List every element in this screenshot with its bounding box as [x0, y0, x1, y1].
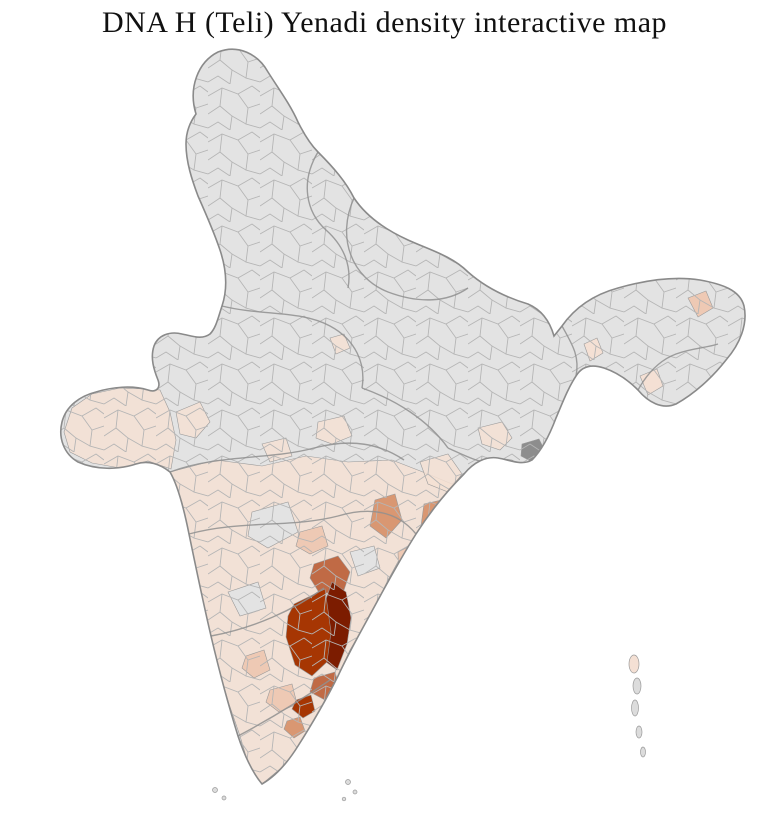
- page: DNA H (Teli) Yenadi density interactive …: [0, 6, 769, 818]
- district-boundaries-mesh: [60, 49, 746, 784]
- density-region-coastal-ap-medium[interactable]: [384, 583, 431, 629]
- india-map-svg[interactable]: [0, 40, 769, 804]
- andaman-nicobar-islands[interactable]: [628, 654, 646, 758]
- page-title: DNA H (Teli) Yenadi density interactive …: [101, 6, 668, 39]
- lakshadweep-islands[interactable]: [212, 779, 358, 802]
- india-density-map[interactable]: [0, 40, 769, 804]
